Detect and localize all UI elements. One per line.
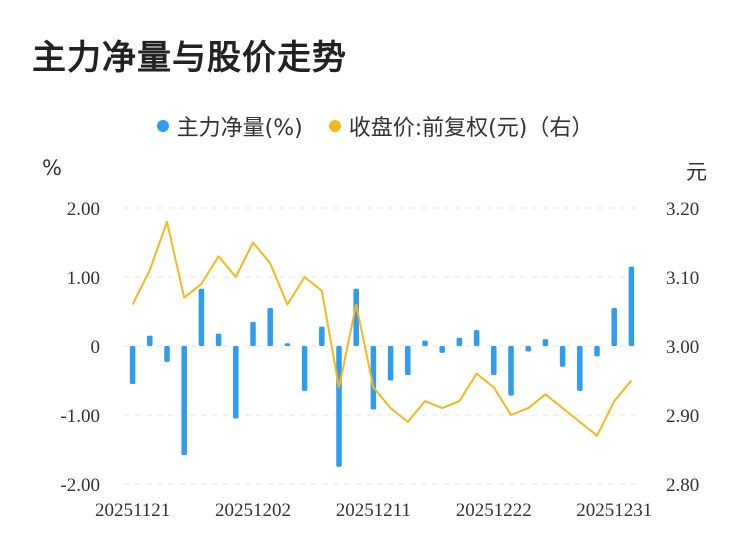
net-flow-bar: [508, 346, 514, 396]
net-flow-bar: [250, 321, 256, 346]
net-flow-bar: [284, 343, 291, 346]
legend-line-marker: [328, 120, 341, 132]
net-flow-bar: [577, 346, 583, 391]
net-flow-bar: [387, 346, 394, 381]
net-flow-bar: [198, 288, 205, 346]
close-price-line: [131, 220, 633, 437]
net-flow-bar: [473, 330, 480, 346]
legend-item-close-price[interactable]: 收盘价:前复权(元)（右）: [328, 110, 594, 142]
x-axis-tick: 20251222: [456, 500, 532, 521]
legend-item-net-flow[interactable]: 主力净量(%): [156, 110, 303, 142]
x-axis-tick: 20251121: [95, 500, 170, 521]
net-flow-bar: [181, 346, 187, 456]
right-axis-tick: 3.10: [666, 268, 699, 289]
left-axis-tick: 0: [91, 337, 101, 358]
net-flow-bar: [542, 339, 549, 346]
net-flow-bar: [319, 326, 325, 346]
net-flow-bar: [405, 346, 411, 375]
right-axis-tick: 2.90: [666, 406, 699, 427]
net-flow-bar: [628, 266, 635, 346]
right-axis-unit: 元: [686, 160, 707, 184]
right-axis-tick: 3.00: [666, 337, 699, 358]
net-flow-bar: [370, 346, 377, 410]
left-axis-tick: 2.00: [67, 199, 100, 220]
net-flow-bar: [491, 346, 497, 375]
x-axis-tick: 20251211: [336, 500, 411, 521]
right-axis-tick: 3.20: [666, 199, 699, 220]
left-axis-tick: -2.00: [60, 475, 100, 496]
net-flow-bar: [525, 346, 531, 352]
net-flow-bar: [147, 335, 153, 346]
legend-label-net-flow: 主力净量(%): [176, 116, 303, 141]
net-flow-bar: [439, 346, 445, 353]
net-flow-bar: [422, 340, 428, 346]
left-axis-tick: 1.00: [67, 268, 100, 289]
net-flow-bar: [611, 308, 617, 346]
legend: 主力净量(%) 收盘价:前复权(元)（右）: [0, 110, 750, 142]
net-flow-bar: [336, 346, 342, 467]
chart-title: 主力净量与股价走势: [32, 38, 347, 78]
left-axis-unit: %: [42, 156, 62, 180]
net-flow-bar: [301, 346, 308, 391]
net-flow-bar: [267, 308, 273, 346]
x-axis-tick: 20251231: [576, 500, 652, 521]
net-flow-bar: [164, 346, 170, 362]
x-axis-tick: 20251202: [215, 500, 291, 521]
net-flow-bar: [353, 288, 359, 346]
left-axis-tick: -1.00: [60, 406, 100, 427]
net-flow-bar: [129, 346, 136, 384]
net-flow-bar: [594, 346, 600, 357]
net-flow-bar: [215, 333, 222, 346]
net-flow-bar: [233, 346, 239, 419]
legend-label-close-price: 收盘价:前复权(元)（右）: [348, 116, 594, 141]
net-flow-bar: [456, 337, 463, 346]
net-flow-bar: [559, 346, 566, 367]
legend-bar-marker: [156, 120, 169, 132]
right-axis-tick: 2.80: [666, 475, 699, 496]
